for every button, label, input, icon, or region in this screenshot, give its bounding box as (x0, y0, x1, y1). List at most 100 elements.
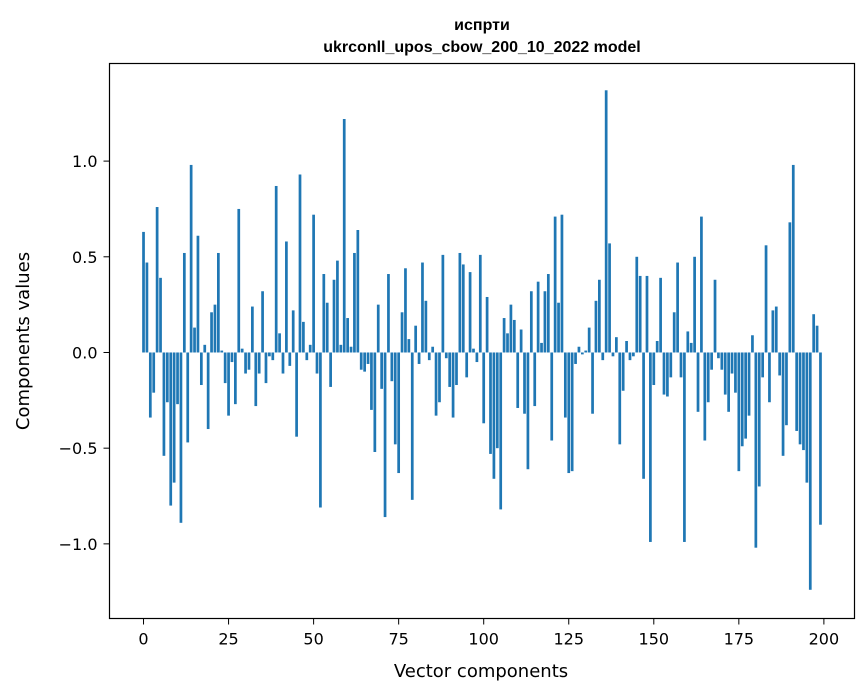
bar (417, 352, 421, 364)
bar (628, 352, 632, 361)
bar (512, 319, 516, 353)
bar (257, 352, 261, 374)
bar (679, 352, 683, 378)
bar (393, 352, 397, 445)
bar (298, 174, 302, 353)
bar (319, 352, 322, 508)
bar (193, 327, 196, 353)
bars-group (142, 90, 822, 590)
bar (747, 352, 751, 416)
bar (774, 306, 778, 353)
bar (478, 254, 482, 353)
bar (162, 352, 166, 456)
bar (438, 352, 441, 403)
bar (751, 335, 754, 353)
bar (761, 352, 765, 378)
bar (632, 352, 635, 357)
bar (502, 318, 506, 353)
bar (805, 352, 809, 483)
bar (145, 262, 149, 353)
bar (251, 306, 254, 353)
bar (363, 352, 366, 372)
bar (268, 352, 271, 357)
bar (737, 352, 741, 472)
bar (288, 352, 292, 366)
plot-area-frame (108, 62, 856, 620)
bar (217, 252, 220, 353)
bar (506, 333, 509, 353)
bar (598, 279, 601, 353)
bar (346, 318, 349, 353)
bar (744, 352, 747, 439)
bar (220, 350, 224, 353)
bar (461, 264, 465, 353)
bar (615, 337, 618, 353)
x-tick-label: 50 (303, 630, 323, 649)
y-tick-label: 0.0 (72, 343, 97, 362)
bar (781, 352, 785, 456)
bar (315, 352, 319, 374)
bar (584, 350, 588, 353)
bar (618, 352, 622, 445)
bar (448, 352, 452, 387)
x-tick-label: 100 (468, 630, 499, 649)
bar (468, 272, 472, 353)
bar (672, 312, 676, 353)
bar (791, 164, 795, 353)
bar (621, 352, 625, 391)
bar (625, 341, 628, 353)
x-tick-label: 200 (809, 630, 840, 649)
bar (642, 352, 645, 479)
bar (176, 352, 179, 405)
bar (458, 252, 462, 353)
x-tick-label: 150 (639, 630, 670, 649)
bar (441, 254, 445, 353)
bar (356, 230, 360, 353)
bar (359, 352, 363, 370)
bar (261, 291, 264, 353)
bar (652, 352, 656, 386)
bar (489, 352, 492, 454)
bar (472, 348, 475, 353)
bar (553, 216, 557, 353)
bar (240, 348, 244, 353)
bar (159, 277, 162, 353)
bar (237, 208, 241, 353)
bar (662, 352, 666, 395)
bar (492, 352, 496, 479)
bar (713, 279, 717, 353)
bar (533, 352, 537, 407)
bar (757, 352, 761, 487)
bar (305, 352, 309, 361)
bar (529, 291, 533, 353)
bar (536, 281, 540, 353)
bar (611, 352, 615, 357)
bar (526, 352, 530, 470)
bar (557, 302, 560, 353)
bar (563, 352, 567, 418)
bar (336, 260, 339, 353)
bar (771, 310, 775, 353)
bar (812, 314, 816, 353)
y-tick-label: 1.0 (72, 152, 97, 171)
bar (703, 352, 707, 441)
bar (142, 231, 145, 353)
bar (434, 352, 438, 416)
bar (727, 352, 730, 412)
y-axis-ticks: −1.0 −0.5 0.0 0.5 1.0 (59, 152, 110, 554)
bar (370, 352, 373, 410)
bar (366, 352, 370, 364)
bar (148, 352, 152, 418)
bar (152, 352, 156, 393)
bar (302, 321, 305, 353)
x-tick-label: 75 (388, 630, 408, 649)
bar (414, 325, 418, 353)
bar (666, 352, 669, 397)
bar (278, 333, 281, 353)
bar (645, 275, 649, 353)
bar (431, 346, 435, 353)
bar (223, 352, 227, 384)
bar (649, 352, 652, 542)
bar (332, 279, 336, 353)
bar (230, 352, 234, 363)
